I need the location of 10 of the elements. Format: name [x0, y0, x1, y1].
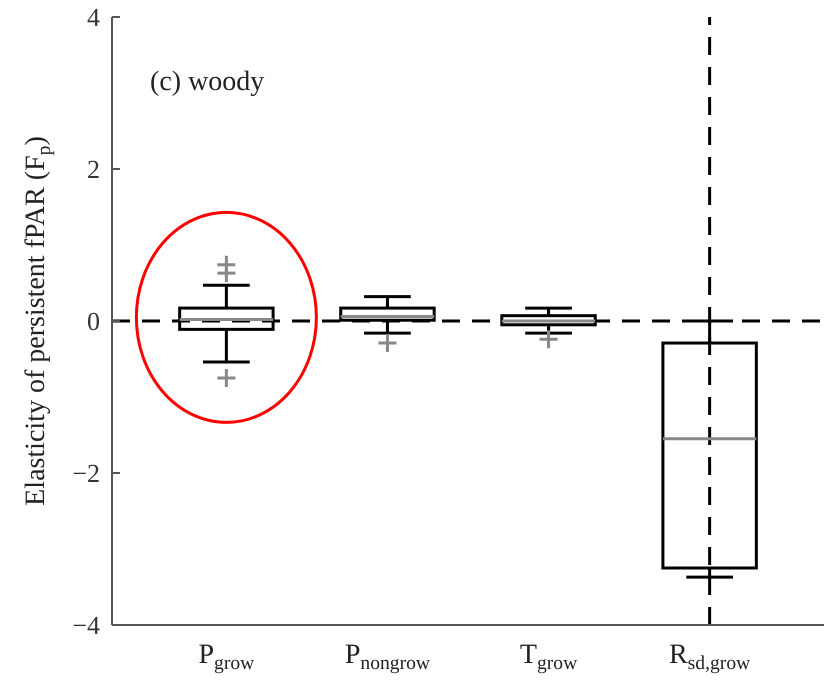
x-tick-label: R$_{sd,grow}$ — [668, 639, 752, 674]
x-tick-label: P$_{nongrow}$ — [344, 639, 431, 674]
text: (c) woody — [150, 66, 264, 97]
x-tick-label: P$_{grow}$ — [198, 639, 256, 674]
y-tick-label: −2 — [72, 459, 100, 488]
y-tick-label: 0 — [87, 307, 100, 336]
y-tick-label: 4 — [87, 3, 100, 32]
y-tick-label: 2 — [87, 155, 100, 184]
y-tick-label: −4 — [72, 611, 100, 640]
x-tick-label: T$_{grow}$ — [520, 639, 578, 674]
